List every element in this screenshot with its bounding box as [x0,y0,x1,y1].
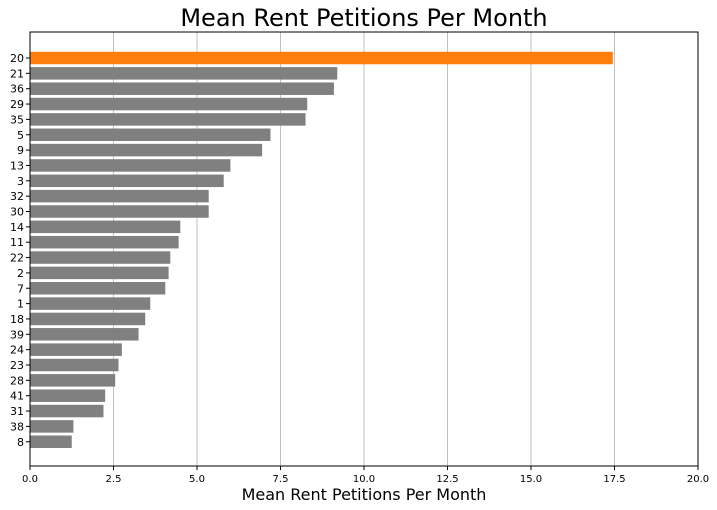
bar-8 [30,435,72,448]
chart-title: Mean Rent Petitions Per Month [180,4,547,32]
x-tick-label: 0.0 [22,474,38,485]
bar-18 [30,312,146,326]
y-tick-label: 5 [17,129,24,142]
bar-20 [30,51,613,65]
y-tick-label: 3 [17,175,24,188]
bar-41 [30,389,106,402]
y-tick-label: 8 [17,436,24,449]
y-tick-label: 1 [17,298,24,311]
y-tick-label: 11 [10,236,24,249]
y-tick-label: 23 [10,359,24,372]
bar-3 [30,174,224,188]
bar-7 [30,282,166,295]
y-tick-label: 30 [10,206,24,219]
y-tick-label: 18 [10,313,24,326]
bar-11 [30,235,179,249]
y-tick-label: 14 [10,221,24,234]
bar-38 [30,420,74,433]
bar-35 [30,113,306,126]
bar-14 [30,220,181,234]
bar-24 [30,343,122,356]
y-tick-label: 36 [10,83,24,96]
y-tick-label: 24 [10,344,24,357]
y-tick-label: 31 [10,405,24,418]
x-tick-label: 7.5 [273,474,289,485]
x-tick-label: 15.0 [520,474,542,485]
y-tick-label: 32 [10,190,24,203]
bar-36 [30,82,334,95]
y-tick-label: 13 [10,159,24,172]
y-tick-label: 38 [10,420,24,433]
x-tick-label: 2.5 [106,474,122,485]
bar-9 [30,143,263,157]
y-tick-label: 22 [10,252,24,265]
y-tick-label: 20 [10,52,24,65]
bars [30,51,613,448]
bar-23 [30,358,119,372]
bar-5 [30,128,271,141]
y-tick-label: 7 [17,282,24,295]
bar-30 [30,205,209,218]
y-tick-label: 9 [17,144,24,157]
y-tick-label: 29 [10,98,24,111]
y-tick-label: 39 [10,328,24,341]
y-tick-label: 2 [17,267,24,280]
x-tick-label: 10.0 [353,474,375,485]
x-tick-label: 12.5 [436,474,458,485]
y-axis-ticks: 2021362935591333230141122271183924232841… [10,52,30,449]
y-tick-label: 21 [10,67,24,80]
bar-32 [30,189,209,203]
grid-lines [113,32,615,466]
bar-1 [30,297,151,310]
x-tick-label: 5.0 [189,474,205,485]
x-axis-label: Mean Rent Petitions Per Month [242,485,487,504]
bar-31 [30,404,104,418]
y-tick-label: 35 [10,113,24,126]
bar-29 [30,97,308,111]
bar-2 [30,266,169,280]
y-tick-label: 41 [10,390,24,403]
bar-39 [30,328,139,341]
x-axis-ticks: 0.0 2.5 5.0 7.5 10.0 12.5 15.0 17.5 20.0 [22,466,709,485]
bar-13 [30,159,231,172]
bar-21 [30,67,338,80]
bar-22 [30,251,171,264]
x-tick-label: 17.5 [603,474,625,485]
x-tick-label: 20.0 [687,474,709,485]
y-tick-label: 28 [10,374,24,387]
bar-28 [30,374,116,387]
